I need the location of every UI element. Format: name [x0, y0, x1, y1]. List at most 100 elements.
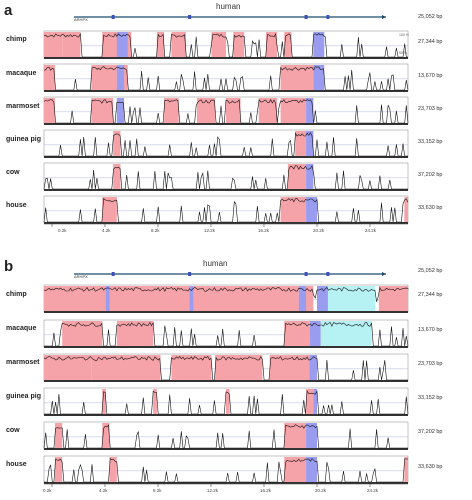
conservation-trace [44, 132, 408, 157]
panel-b-species-macaque: macaque [6, 325, 37, 332]
conserved-region [171, 355, 212, 380]
conserved-region [404, 197, 408, 222]
conserved-region [284, 32, 292, 57]
panel-b-bp-marmoset: 23,703 bp [418, 361, 443, 367]
panel-a-tick: 12.2k [204, 228, 216, 233]
panel-b-gene-label: ARHPX [74, 274, 88, 279]
conserved-region [153, 389, 157, 414]
conservation-trace [43, 198, 409, 223]
conserved-region [102, 32, 121, 57]
conserved-region [113, 131, 121, 156]
conserved-region [113, 164, 121, 189]
exon-region [306, 197, 317, 222]
exon-region [306, 423, 317, 448]
conserved-region [269, 355, 314, 380]
panel-b-letter: b [4, 258, 14, 275]
conservation-trace [43, 98, 409, 124]
conserved-region [164, 98, 179, 123]
conserved-region [44, 65, 55, 90]
conserved-region [102, 389, 106, 414]
exon-region [306, 131, 314, 156]
gene-exon-marker [188, 272, 192, 276]
conserved-region [91, 98, 114, 123]
conserved-region [287, 164, 307, 189]
conserved-region [284, 423, 307, 448]
conserved-region [102, 197, 117, 222]
track-frame [43, 129, 409, 158]
conserved-region [211, 32, 226, 57]
conserved-region [54, 423, 63, 448]
panel-a-pct-top: 100 % [399, 33, 409, 37]
panel-b-bp-house: 33,630 bp [418, 464, 443, 470]
panel-a-bp-marmoset: 23,703 bp [418, 106, 443, 112]
panel-b-tick: 24.2k [367, 488, 379, 493]
panel-a-species-marmoset: marmoset [6, 103, 40, 110]
exon-region [313, 389, 317, 414]
gene-exon-marker [188, 15, 192, 19]
panel-a-genome-title: human [216, 2, 241, 11]
panel-a-tick: 0.2k [58, 228, 67, 233]
track-frame [43, 162, 409, 191]
conservation-trace [44, 321, 409, 347]
exon-region [189, 286, 194, 311]
panel-a-bp-chimp: 27,344 bp [418, 39, 443, 45]
exon-region [298, 286, 307, 311]
panel-a-species-cow: cow [6, 169, 20, 176]
panel-b-genome-title: human [203, 259, 228, 268]
exon-region [317, 286, 328, 311]
conserved-region [171, 32, 186, 57]
conserved-region [44, 98, 55, 123]
track-frame [43, 455, 409, 484]
gene-arrow-icon [382, 272, 386, 276]
conserved-region [44, 32, 63, 57]
panel-a-species-chimp: chimp [6, 36, 27, 43]
gene-arrow-icon [382, 15, 386, 19]
exon-region [313, 65, 325, 90]
conservation-trace [44, 458, 409, 483]
conservation-trace [44, 390, 409, 415]
conserved-region [284, 457, 307, 482]
conserved-region [306, 389, 314, 414]
panel-b-tick: 4.2k [99, 488, 108, 493]
panel-b-species-house: house [6, 461, 27, 468]
conserved-region [226, 389, 230, 414]
panel-a-pct-bottom: 50 % [399, 51, 407, 55]
conserved-region [102, 423, 110, 448]
conserved-region [44, 355, 92, 380]
conserved-region [156, 32, 165, 57]
panel-b-tick: 8.2k [153, 488, 162, 493]
panel-a-human-bp: 25,052 bp [418, 14, 443, 20]
gene-exon-marker [111, 15, 115, 19]
panel-a-species-macaque: macaque [6, 70, 37, 77]
panel-a-tick: 16.2k [258, 228, 270, 233]
conserved-region [54, 457, 63, 482]
exon-region [306, 457, 317, 482]
panel-a-bp-macaque: 13,670 bp [418, 73, 443, 79]
exon-region [105, 286, 110, 311]
panel-a-bp-house: 33,630 bp [418, 205, 443, 211]
panel-b-species-guinea-pig: guinea pig [6, 393, 41, 400]
panel-a-gene-label: ARHPX [74, 17, 88, 22]
conserved-region [258, 98, 277, 123]
panel-a-bp-guinea-pig: 33,152 bp [418, 139, 443, 145]
conserved-region [404, 457, 408, 482]
conservation-trace [43, 424, 408, 449]
panel-b-species-chimp: chimp [6, 291, 27, 298]
conservation-trace [43, 286, 409, 302]
panel-a-species-house: house [6, 202, 27, 209]
panel-a-bp-cow: 37,202 bp [418, 172, 443, 178]
panel-b-species-marmoset: marmoset [6, 359, 40, 366]
panel-b-bp-guinea-pig: 33,152 bp [418, 395, 443, 401]
exon-region [309, 355, 317, 380]
exon-region [313, 32, 325, 57]
exon-region [306, 164, 314, 189]
panel-a-tick: 8.2k [151, 228, 160, 233]
conservation-trace [43, 164, 408, 190]
panel-b-tick: 12.2k [207, 488, 219, 493]
panel-b-tick: 16.2k [260, 488, 272, 493]
panel-b-human-bp: 25,052 bp [418, 268, 443, 274]
gene-exon-marker [304, 272, 308, 276]
conserved-region [44, 286, 110, 311]
conserved-region [196, 98, 216, 123]
